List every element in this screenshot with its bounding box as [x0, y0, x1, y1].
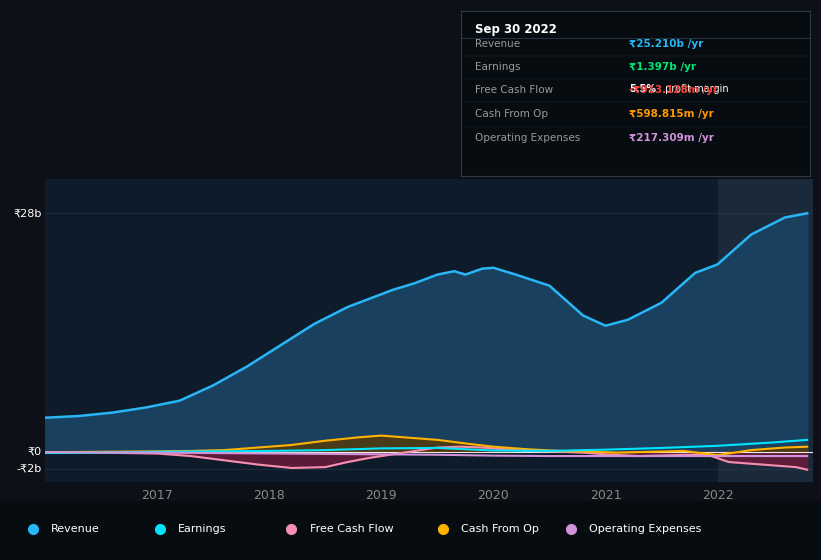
- Bar: [718, 179, 821, 482]
- Text: Revenue: Revenue: [51, 524, 99, 534]
- Text: Free Cash Flow: Free Cash Flow: [475, 86, 553, 96]
- Text: Free Cash Flow: Free Cash Flow: [310, 524, 393, 534]
- Text: Sep 30 2022: Sep 30 2022: [475, 23, 557, 36]
- Text: -₹913.128m /yr: -₹913.128m /yr: [629, 86, 718, 96]
- Text: Operating Expenses: Operating Expenses: [475, 133, 580, 143]
- Text: profit margin: profit margin: [662, 84, 729, 94]
- Text: ₹598.815m /yr: ₹598.815m /yr: [629, 109, 713, 119]
- Text: Earnings: Earnings: [178, 524, 227, 534]
- Text: ₹1.397b /yr: ₹1.397b /yr: [629, 62, 696, 72]
- Text: ₹0: ₹0: [27, 447, 41, 457]
- Text: ₹28b: ₹28b: [13, 208, 41, 218]
- Text: ₹25.210b /yr: ₹25.210b /yr: [629, 39, 703, 49]
- Text: 5.5%: 5.5%: [629, 84, 656, 94]
- Text: Cash From Op: Cash From Op: [461, 524, 539, 534]
- Text: Cash From Op: Cash From Op: [475, 109, 548, 119]
- Text: -₹2b: -₹2b: [16, 464, 41, 474]
- Text: Operating Expenses: Operating Expenses: [589, 524, 701, 534]
- Text: Revenue: Revenue: [475, 39, 521, 49]
- Text: Earnings: Earnings: [475, 62, 521, 72]
- Text: ₹217.309m /yr: ₹217.309m /yr: [629, 133, 713, 143]
